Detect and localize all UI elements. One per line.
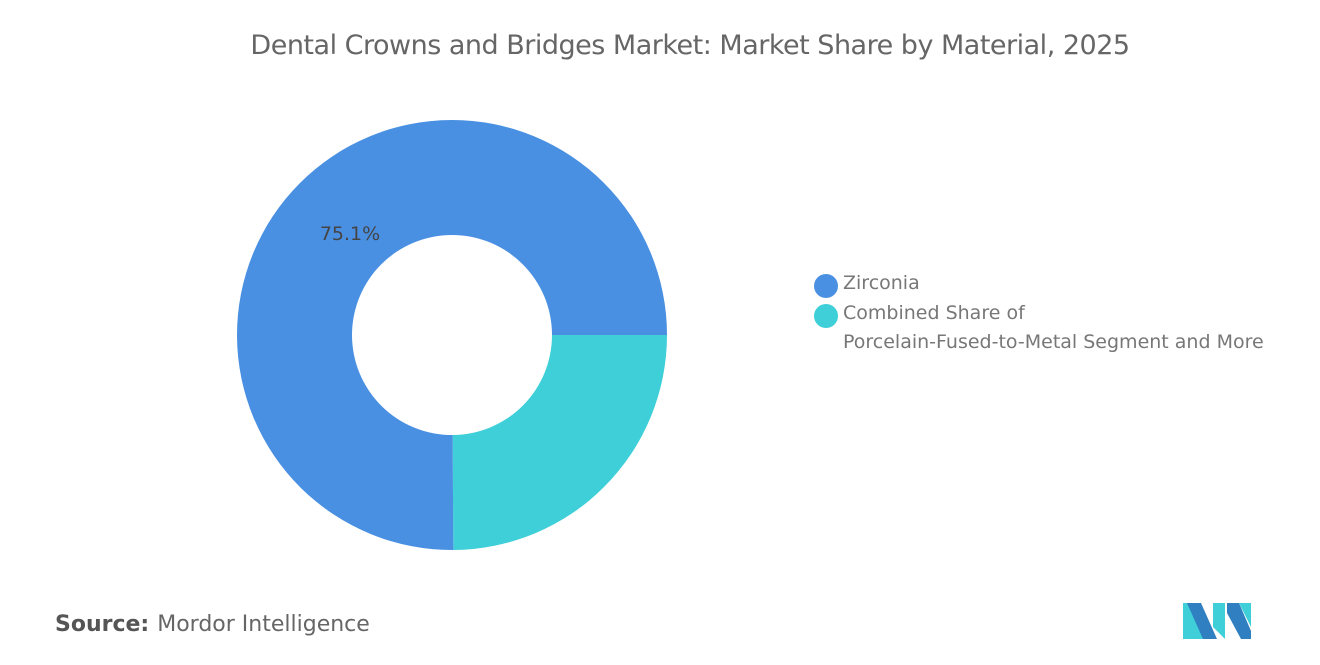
legend-item-combined: Combined Share of Porcelain-Fused-to-Met…: [814, 302, 1264, 357]
slice-0: [237, 119, 668, 550]
legend-swatch: [814, 274, 838, 298]
slice-1: [452, 335, 667, 550]
legend-item-zirconia: Zirconia: [814, 272, 1264, 298]
chart-title: Dental Crowns and Bridges Market: Market…: [250, 30, 1130, 61]
legend-swatch: [814, 304, 838, 328]
source-value: Mordor Intelligence: [157, 612, 370, 637]
legend-label: Zirconia: [843, 272, 920, 294]
legend: Zirconia Combined Share of Porcelain-Fus…: [814, 272, 1264, 361]
data-label: 75.1%: [320, 223, 380, 245]
source-label: Source:: [55, 612, 150, 637]
legend-label: Combined Share of Porcelain-Fused-to-Met…: [843, 302, 1264, 353]
source-note: Source: Mordor Intelligence: [55, 612, 370, 637]
mordor-logo: [1183, 603, 1251, 639]
